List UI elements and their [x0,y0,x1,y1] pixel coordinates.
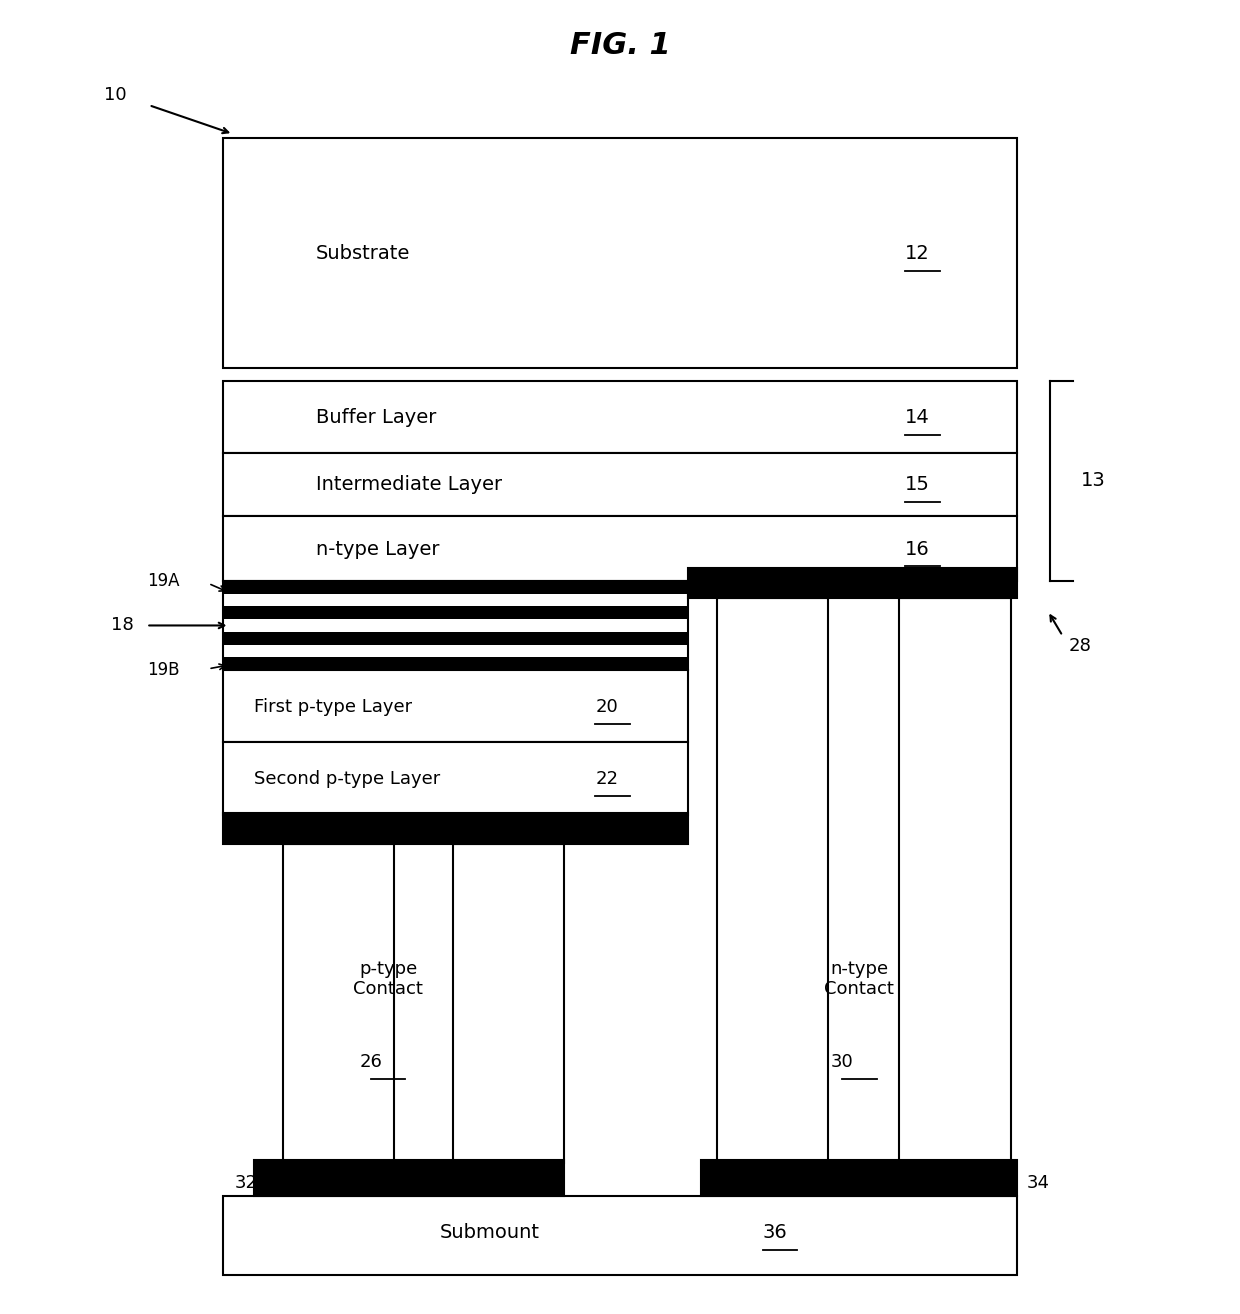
Text: 28: 28 [1069,637,1091,656]
Text: 22: 22 [595,770,619,788]
Text: 20: 20 [595,698,618,716]
Bar [899,598,1011,1169]
Text: Submount: Submount [440,1223,541,1242]
Bar [688,568,1017,598]
Bar [223,645,688,657]
Text: 32: 32 [234,1173,258,1192]
Bar [223,381,1017,453]
Bar [453,844,564,1163]
Bar [223,619,688,632]
Text: Buffer Layer: Buffer Layer [316,409,436,427]
Text: n-type Layer: n-type Layer [316,540,440,558]
Bar [717,598,828,1169]
Text: 19A: 19A [148,572,180,590]
Text: 26: 26 [360,1053,382,1071]
Text: Substrate: Substrate [316,244,410,263]
Text: FIG. 1: FIG. 1 [569,32,671,60]
Text: 14: 14 [905,409,930,427]
Bar [223,594,688,606]
Bar [223,657,688,670]
Bar [223,516,1017,581]
Text: 24: 24 [248,819,272,837]
Bar [223,138,1017,368]
Text: Second p-type Layer: Second p-type Layer [254,770,440,788]
Bar [223,606,688,619]
Bar [223,632,688,645]
Bar [223,742,688,815]
Bar [223,1196,1017,1275]
Bar [701,1160,1017,1196]
Text: 15: 15 [905,476,930,494]
Bar [223,813,688,844]
Text: 36: 36 [763,1223,787,1242]
Text: 19B: 19B [148,661,180,679]
Text: 30: 30 [831,1053,853,1071]
Bar [223,581,688,594]
Text: 12: 12 [905,244,930,263]
Text: First p-type Layer: First p-type Layer [254,698,413,716]
Bar [223,453,1017,516]
Text: 13: 13 [1081,472,1106,490]
Text: 18: 18 [112,616,134,635]
Bar [223,670,688,742]
Text: 10: 10 [104,85,126,104]
Text: p-type
Contact: p-type Contact [353,959,423,999]
Text: n-type
Contact: n-type Contact [825,959,894,999]
Text: Intermediate Layer: Intermediate Layer [316,476,502,494]
Text: 16: 16 [905,540,930,558]
Bar [283,844,394,1163]
Bar [223,581,688,670]
Bar [254,1160,564,1196]
Text: 34: 34 [1027,1173,1050,1192]
